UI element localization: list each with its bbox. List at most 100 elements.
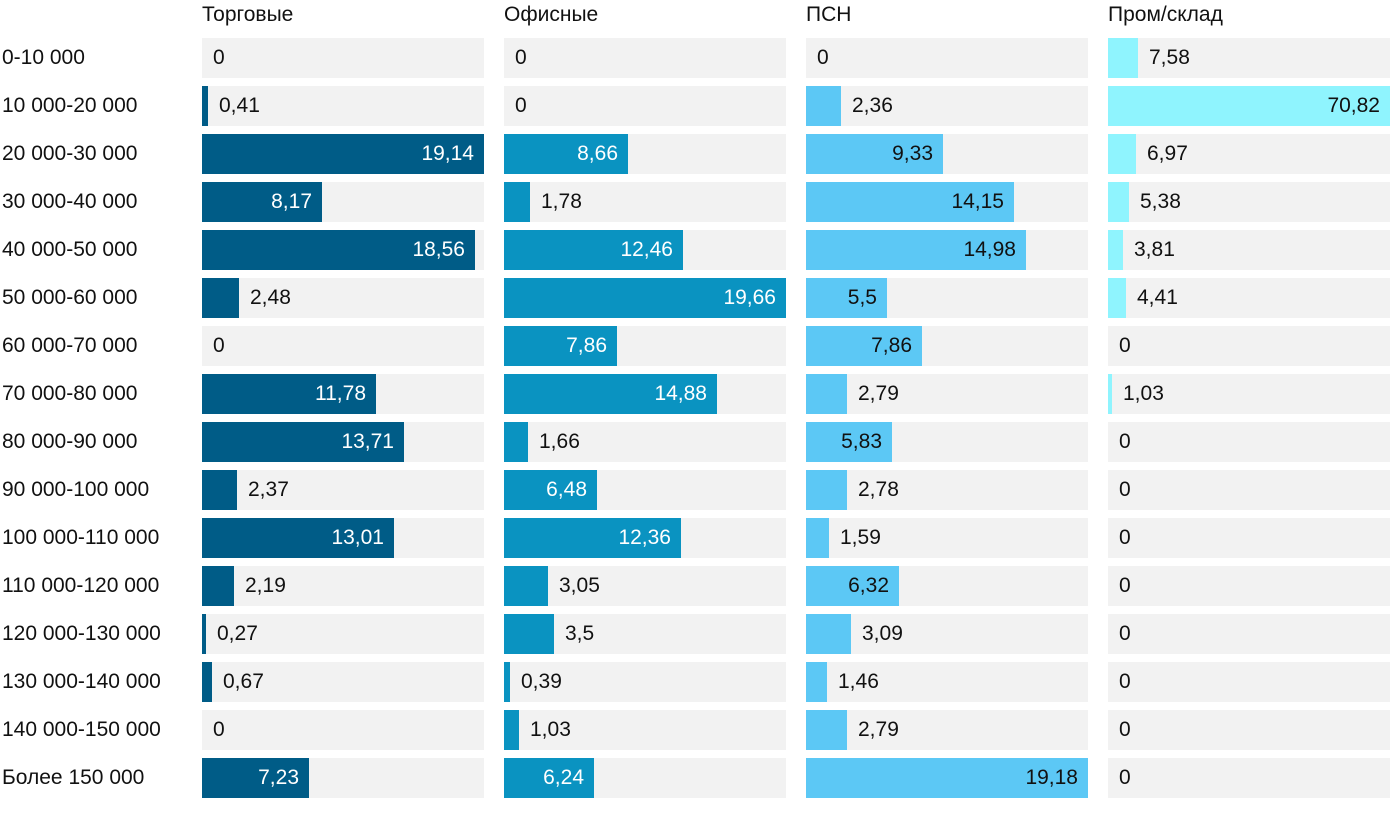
bar-track: 7,86 (806, 326, 1088, 366)
bar-track: 3,81 (1108, 230, 1390, 270)
data-label: 12,36 (618, 526, 671, 549)
data-label: 0,27 (217, 622, 258, 645)
data-label: 0,67 (223, 670, 264, 693)
bar-track: 0 (202, 326, 484, 366)
bar (806, 182, 1014, 222)
bar (202, 374, 376, 414)
data-label: 2,19 (245, 574, 286, 597)
bar (504, 614, 554, 654)
data-label: 12,46 (620, 238, 673, 261)
data-label: 7,23 (258, 766, 299, 789)
bar-track: 2,79 (806, 374, 1088, 414)
bar-track: 14,88 (504, 374, 786, 414)
bar-track: 3,5 (504, 614, 786, 654)
bar-track: 0 (202, 710, 484, 750)
bar-track: 0 (1108, 518, 1390, 558)
bar (504, 758, 594, 798)
bar (504, 470, 597, 510)
data-label: 14,15 (951, 190, 1004, 213)
bar (806, 86, 841, 126)
data-label: 2,79 (858, 382, 899, 405)
data-label: 19,14 (421, 142, 474, 165)
category-label: 110 000-120 000 (2, 574, 160, 597)
data-label: 5,5 (847, 286, 877, 309)
data-label: 6,48 (546, 478, 587, 501)
category-label: 100 000-110 000 (2, 526, 160, 549)
category-label: 140 000-150 000 (2, 718, 161, 741)
data-label: 6,32 (848, 574, 889, 597)
bar (806, 662, 827, 702)
bar-track: 6,24 (504, 758, 786, 798)
bar (806, 230, 1026, 270)
bar-track: 0,39 (504, 662, 786, 702)
data-label: 18,56 (412, 238, 465, 261)
bar-track: 19,66 (504, 278, 786, 318)
bar-track: 4,41 (1108, 278, 1390, 318)
bar (504, 134, 628, 174)
bar-track: 0 (1108, 614, 1390, 654)
bar-track: 19,14 (202, 134, 484, 174)
bar-track: 0 (202, 38, 484, 78)
bar-track: 12,46 (504, 230, 786, 270)
category-label: 70 000-80 000 (2, 382, 138, 405)
bar-track: 1,03 (1108, 374, 1390, 414)
bar (202, 614, 206, 654)
bar (1108, 230, 1123, 270)
bar-track: 5,83 (806, 422, 1088, 462)
data-label: 19,66 (723, 286, 776, 309)
bar-track: 9,33 (806, 134, 1088, 174)
bar-track: 19,18 (806, 758, 1088, 798)
bar-track: 0 (1108, 566, 1390, 606)
bar (806, 710, 847, 750)
bar-track: 3,05 (504, 566, 786, 606)
bar (202, 86, 208, 126)
data-label: 0 (1119, 622, 1131, 645)
bar (202, 422, 404, 462)
bar-track: 2,19 (202, 566, 484, 606)
data-label: 14,88 (654, 382, 707, 405)
data-label: 0 (1119, 574, 1131, 597)
bar-track: 0 (1108, 422, 1390, 462)
data-label: 3,09 (862, 622, 903, 645)
data-label: 8,17 (271, 190, 312, 213)
bar-track: 8,17 (202, 182, 484, 222)
data-label: 19,18 (1025, 766, 1078, 789)
data-label: 14,98 (963, 238, 1016, 261)
bar-track: 1,66 (504, 422, 786, 462)
bar-track: 0 (1108, 662, 1390, 702)
data-label: 0 (515, 46, 527, 69)
bar (1108, 134, 1136, 174)
data-label: 70,82 (1327, 94, 1380, 117)
bar-track: 0 (806, 38, 1088, 78)
bar (202, 230, 475, 270)
data-label: 1,59 (840, 526, 881, 549)
bar (202, 134, 484, 174)
bar (202, 662, 212, 702)
bar (1108, 374, 1112, 414)
bar-track: 6,97 (1108, 134, 1390, 174)
bar (1108, 86, 1390, 126)
bar-track: 70,82 (1108, 86, 1390, 126)
data-label: 7,58 (1149, 46, 1190, 69)
bar-track: 1,78 (504, 182, 786, 222)
series-title: Торговые (202, 3, 294, 26)
data-label: 0,39 (521, 670, 562, 693)
bar-track: 14,98 (806, 230, 1088, 270)
data-label: 8,66 (577, 142, 618, 165)
bar-track: 3,09 (806, 614, 1088, 654)
bar (806, 470, 847, 510)
bar-track: 0 (1108, 470, 1390, 510)
data-label: 0 (1119, 526, 1131, 549)
bar-track: 14,15 (806, 182, 1088, 222)
bar (806, 422, 892, 462)
data-label: 0 (1119, 334, 1131, 357)
bar-track: 0,27 (202, 614, 484, 654)
bar (504, 662, 510, 702)
bar (806, 518, 829, 558)
data-label: 3,05 (559, 574, 600, 597)
data-label: 0 (817, 46, 829, 69)
data-label: 0 (1119, 718, 1131, 741)
category-label: 20 000-30 000 (2, 142, 138, 165)
bar (806, 278, 887, 318)
category-label: 130 000-140 000 (2, 670, 161, 693)
